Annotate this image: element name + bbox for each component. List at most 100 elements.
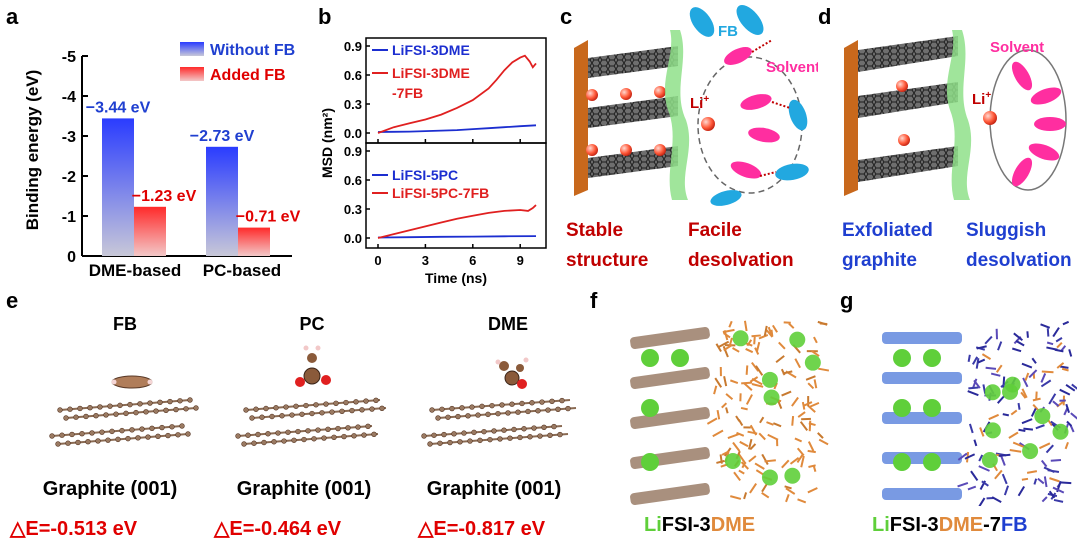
solvent-fragment — [1032, 403, 1039, 411]
x-tick-label: 9 — [517, 253, 524, 268]
graphite-atom — [311, 436, 317, 442]
graphite-atom — [351, 433, 357, 439]
solvent-fragment — [801, 401, 806, 410]
msd-chart: 0.0 0.3 0.6 0.9 0.0 0.3 0.6 0.9 0 3 6 9 MSD (nm²) T… — [319, 37, 547, 286]
solvent-fragment — [729, 379, 739, 385]
md-snapshot-f — [630, 320, 830, 505]
series-line-LiFSI-3DME — [377, 54, 537, 134]
msd-y-label: MSD (nm²) — [319, 108, 335, 178]
caption-desolvation: desolvation — [966, 250, 1072, 271]
li-ion — [654, 86, 666, 98]
solvent-fragment — [770, 329, 774, 337]
solvent-fragment — [1040, 459, 1048, 468]
solvent-fragment — [985, 366, 997, 370]
surface-label-pc: Graphite (001) — [236, 478, 372, 500]
graphite-atom — [139, 426, 145, 432]
solvent-fragment — [1066, 420, 1073, 427]
graphite-atom — [127, 401, 133, 408]
solvent-fragment — [970, 470, 979, 481]
solvent-fragment — [1039, 442, 1051, 450]
panel-c-schematic: Li+ FB Solvent Stable structure Facile d… — [566, 5, 818, 271]
solvent-fragment — [972, 378, 978, 388]
solvent-fragment — [723, 332, 731, 339]
solvent-fragment — [1017, 485, 1026, 497]
legend-lifsi-3dme: LiFSI-3DME — [392, 42, 470, 58]
solvent-fragment — [1068, 349, 1073, 357]
graphite-atom — [313, 402, 319, 408]
mol-title-dme: DME — [488, 314, 528, 334]
solvent-fragment — [964, 453, 976, 460]
solvent-fragment — [745, 394, 753, 405]
graphite-atom — [109, 428, 115, 435]
legend-lifsi-3dme-7fb-2: -7FB — [392, 85, 423, 101]
solvent-label: Solvent — [990, 39, 1044, 56]
solvent-fragment — [968, 423, 974, 434]
y-tick-label: 0.9 — [344, 39, 362, 54]
solvent-fragment — [781, 459, 790, 469]
solvent-fragment — [738, 469, 745, 475]
y-tick-label: 0 — [67, 249, 76, 266]
graphite-atom — [371, 431, 377, 437]
li-ion — [761, 371, 778, 388]
li-ion — [671, 349, 689, 367]
graphite-atom — [273, 405, 279, 411]
graphite-atom — [129, 427, 135, 433]
li-ion — [893, 349, 911, 367]
li-label: Li+ — [972, 90, 991, 108]
li-ion — [1022, 443, 1039, 460]
graphite-atom — [447, 439, 453, 446]
md-snapshot-g — [882, 320, 1077, 506]
solvent-fragment — [775, 355, 785, 364]
graphite-atom — [159, 424, 165, 431]
graphite-atom — [77, 405, 83, 412]
graphite-atom — [63, 415, 69, 421]
solvent-molecule — [748, 127, 780, 143]
solvent-fragment — [1046, 328, 1050, 337]
solvent-fragment — [791, 396, 799, 407]
solvent-fragment — [1011, 347, 1022, 353]
graphite-sheet — [882, 488, 962, 500]
solvent-fragment — [998, 453, 1011, 457]
solvent-fragment — [1021, 362, 1033, 369]
solvent-molecule — [1030, 87, 1062, 105]
solvent-fragment — [1050, 459, 1062, 462]
graphite-atom — [501, 427, 507, 433]
solvent-fragment — [1045, 444, 1054, 454]
graphite-atom — [241, 441, 247, 447]
solvent-fragment — [741, 381, 753, 385]
solvent-fragment — [761, 483, 768, 493]
solvent-fragment — [758, 334, 769, 340]
graphite-atom — [431, 432, 437, 438]
graphite-atom — [373, 397, 379, 403]
caption-facile: Facile — [688, 220, 742, 241]
graphite-atom — [341, 433, 347, 440]
li-ion — [923, 349, 941, 367]
solvent-fragment — [981, 480, 989, 487]
graphite-atom — [441, 431, 447, 438]
solvent-molecule — [1011, 157, 1033, 187]
solvent-fragment — [797, 498, 807, 504]
solvent-fragment — [1062, 320, 1070, 326]
graphite-atom — [107, 403, 113, 409]
graphite-atom — [295, 428, 301, 435]
solvent-fragment — [1043, 476, 1048, 488]
solvent-fragment — [813, 336, 818, 344]
graphite-atom — [531, 425, 537, 431]
graphite-atom — [299, 411, 305, 417]
bar-DME-based-Without FB — [102, 118, 134, 257]
graphite-atom — [491, 428, 497, 434]
graphite-atom — [65, 440, 71, 446]
legend-swatch-without-fb — [180, 42, 204, 56]
graphite-layer — [588, 146, 678, 178]
graphite-atom — [183, 406, 189, 412]
graphite-atom — [185, 431, 191, 437]
energy-fb: △E=-0.513 eV — [10, 518, 138, 540]
solvent-fragment — [1065, 403, 1070, 413]
solvent-fragment — [763, 325, 768, 337]
solvent-fragment — [1028, 369, 1038, 379]
solvent-fragment — [1002, 413, 1010, 417]
graphite-atom — [479, 403, 485, 410]
graphite-atom — [519, 400, 525, 407]
bar-DME-based-Added FB — [134, 206, 166, 256]
graphite-atom — [99, 429, 105, 435]
